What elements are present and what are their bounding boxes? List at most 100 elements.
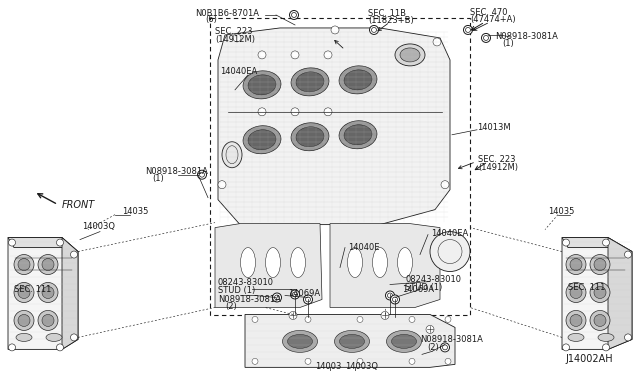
Polygon shape: [215, 224, 322, 308]
Circle shape: [289, 311, 297, 320]
Circle shape: [18, 259, 30, 270]
Text: N08918-3081A: N08918-3081A: [218, 295, 281, 304]
Text: 14069A: 14069A: [288, 289, 320, 298]
Circle shape: [570, 286, 582, 298]
Ellipse shape: [296, 127, 324, 147]
Polygon shape: [608, 238, 632, 349]
Circle shape: [409, 358, 415, 364]
Text: 08243-83010: 08243-83010: [405, 275, 461, 284]
Circle shape: [463, 25, 472, 35]
Text: (1): (1): [152, 174, 164, 183]
Circle shape: [409, 317, 415, 323]
Ellipse shape: [392, 334, 417, 349]
Text: N08918-3081A: N08918-3081A: [495, 32, 558, 41]
Circle shape: [56, 239, 63, 246]
Ellipse shape: [339, 121, 377, 149]
Text: 14040EA: 14040EA: [220, 67, 257, 76]
Ellipse shape: [344, 125, 372, 145]
Circle shape: [430, 232, 470, 272]
Text: N0B1B6-8701A: N0B1B6-8701A: [195, 9, 259, 19]
Circle shape: [445, 358, 451, 364]
Circle shape: [433, 38, 441, 46]
Circle shape: [441, 181, 449, 189]
Text: N08918-3081A: N08918-3081A: [145, 167, 208, 176]
Circle shape: [426, 326, 434, 333]
Text: (1): (1): [502, 39, 514, 48]
Ellipse shape: [339, 66, 377, 94]
Polygon shape: [330, 224, 440, 308]
Circle shape: [18, 286, 30, 298]
Circle shape: [218, 181, 226, 189]
Text: (2): (2): [225, 302, 237, 311]
Text: 14040E: 14040E: [348, 243, 380, 252]
Circle shape: [291, 290, 300, 299]
Circle shape: [563, 344, 570, 351]
Circle shape: [602, 344, 609, 351]
Ellipse shape: [241, 248, 255, 278]
Polygon shape: [245, 314, 455, 368]
Circle shape: [305, 317, 311, 323]
Ellipse shape: [291, 68, 329, 96]
Ellipse shape: [16, 333, 32, 341]
Circle shape: [566, 254, 586, 275]
Ellipse shape: [296, 72, 324, 92]
Text: (6): (6): [205, 16, 217, 25]
Circle shape: [445, 317, 451, 323]
Ellipse shape: [348, 248, 362, 278]
Ellipse shape: [222, 142, 242, 168]
Circle shape: [42, 314, 54, 326]
Text: 14003Q: 14003Q: [345, 362, 378, 371]
Text: 14035: 14035: [548, 207, 574, 216]
Circle shape: [258, 108, 266, 116]
Text: (11823+B): (11823+B): [368, 16, 413, 25]
Circle shape: [625, 251, 632, 258]
Ellipse shape: [287, 334, 312, 349]
Polygon shape: [562, 238, 632, 349]
Text: SEC. 470: SEC. 470: [470, 9, 508, 17]
Polygon shape: [218, 28, 450, 225]
Text: 14003: 14003: [315, 362, 341, 371]
Circle shape: [38, 311, 58, 330]
Ellipse shape: [46, 333, 62, 341]
Circle shape: [252, 317, 258, 323]
Circle shape: [8, 239, 15, 246]
Circle shape: [324, 51, 332, 59]
Circle shape: [305, 358, 311, 364]
Circle shape: [590, 311, 610, 330]
Circle shape: [566, 282, 586, 302]
Circle shape: [563, 239, 570, 246]
Text: STUD (1): STUD (1): [218, 286, 255, 295]
Circle shape: [70, 251, 77, 258]
Ellipse shape: [395, 44, 425, 66]
Polygon shape: [8, 238, 78, 349]
Text: (14912M): (14912M): [215, 35, 255, 44]
Circle shape: [602, 239, 609, 246]
Circle shape: [258, 51, 266, 59]
Text: SEC. 11B: SEC. 11B: [368, 9, 406, 19]
Circle shape: [381, 311, 389, 320]
Circle shape: [291, 108, 299, 116]
Circle shape: [38, 282, 58, 302]
Circle shape: [570, 314, 582, 326]
Circle shape: [594, 259, 606, 270]
Circle shape: [42, 286, 54, 298]
Ellipse shape: [266, 248, 280, 278]
Text: STUD (1): STUD (1): [405, 283, 442, 292]
Circle shape: [390, 295, 399, 304]
Circle shape: [273, 293, 282, 302]
Circle shape: [357, 317, 363, 323]
Polygon shape: [562, 238, 632, 251]
Circle shape: [14, 254, 34, 275]
Ellipse shape: [291, 248, 305, 278]
Text: 14013M: 14013M: [477, 123, 511, 132]
Ellipse shape: [344, 70, 372, 90]
Ellipse shape: [339, 334, 365, 349]
Ellipse shape: [397, 248, 413, 278]
Circle shape: [233, 34, 241, 42]
Ellipse shape: [598, 333, 614, 341]
Circle shape: [14, 311, 34, 330]
Text: SEC. 111: SEC. 111: [14, 285, 51, 294]
Circle shape: [481, 33, 490, 42]
Circle shape: [198, 170, 207, 179]
Circle shape: [42, 259, 54, 270]
